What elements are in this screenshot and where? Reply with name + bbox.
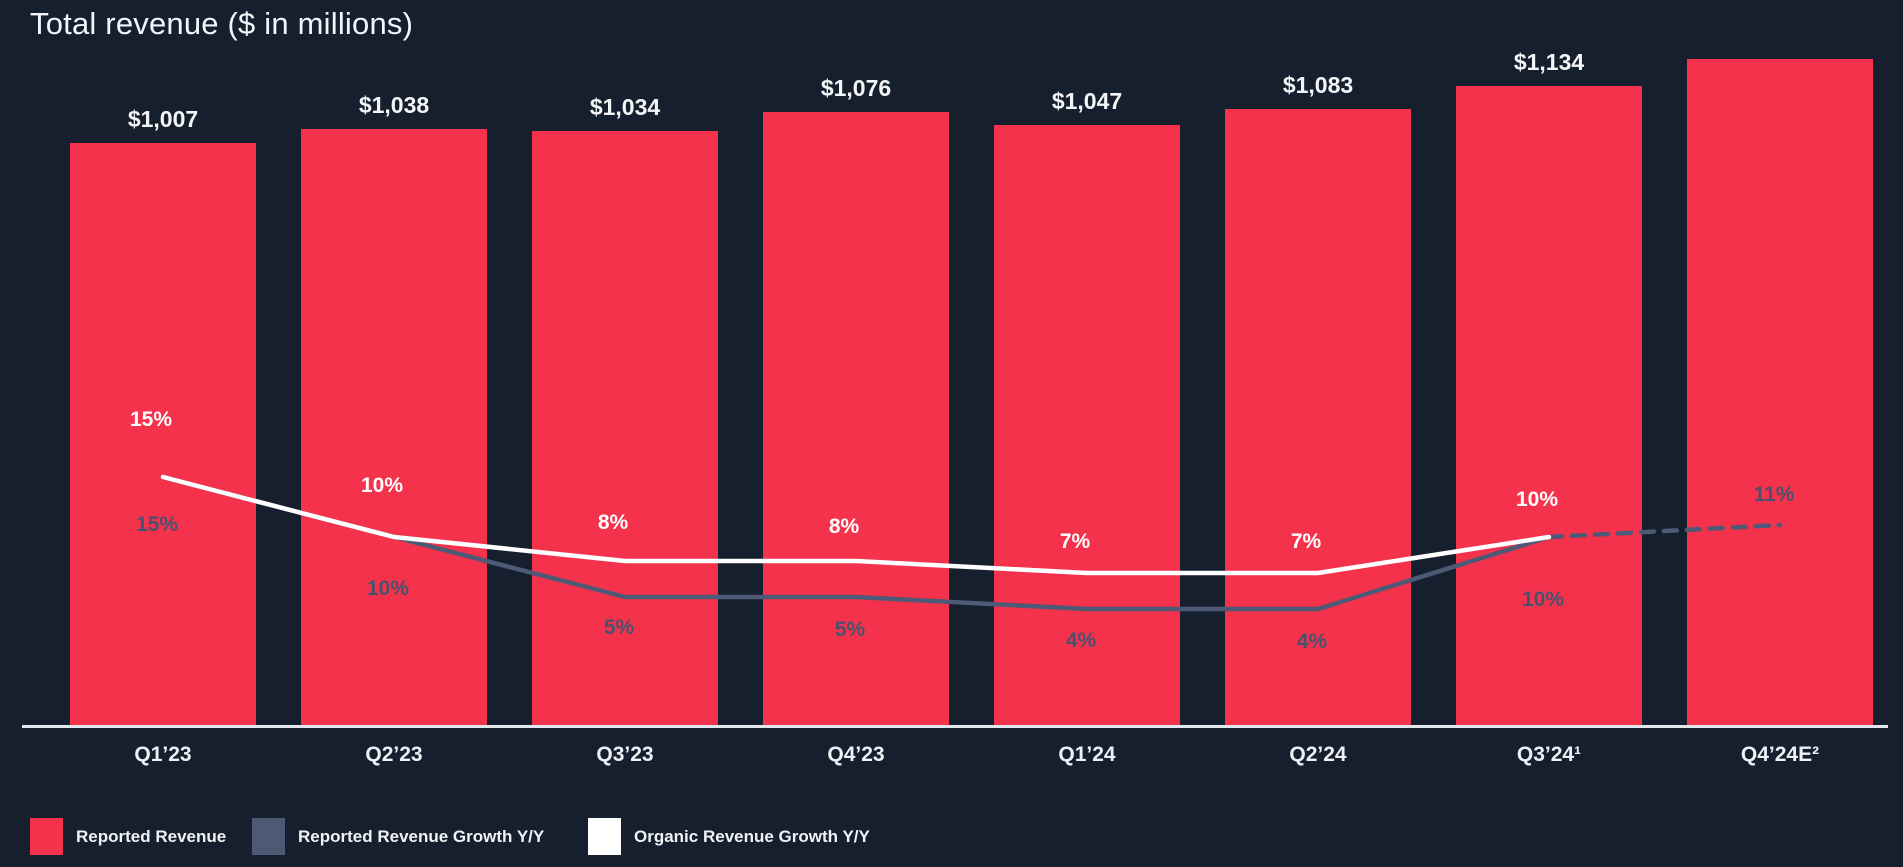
reported-growth-label: 11% (1753, 483, 1795, 506)
bar-value-label: $1,007 (127, 106, 199, 133)
bar-value-label: $1,034 (589, 93, 661, 120)
organic-growth-label: 10% (360, 474, 404, 497)
revenue-bar (301, 129, 487, 727)
legend-swatch-organic-growth (588, 818, 621, 855)
revenue-bar (70, 143, 256, 727)
organic-growth-label: 15% (129, 408, 173, 431)
revenue-bar (1456, 86, 1642, 727)
legend-item-reported-revenue: Reported Revenue (30, 818, 226, 855)
x-axis-label: Q2’24 (1289, 743, 1347, 766)
legend-item-organic-growth: Organic Revenue Growth Y/Y (588, 818, 870, 855)
organic-growth-label: 8% (597, 511, 629, 534)
reported-growth-label: 10% (1521, 588, 1565, 611)
revenue-bar (532, 130, 718, 727)
chart-title: Total revenue ($ in millions) (30, 6, 414, 41)
organic-growth-line (160, 474, 1552, 576)
x-axis-label: Q3’24¹ (1516, 743, 1582, 766)
reported-growth-projection-dashed-line (1546, 522, 1783, 540)
x-axis-line (22, 725, 1888, 728)
bar-value-label: $1,047 (1051, 88, 1123, 115)
revenue-bar (763, 112, 949, 727)
revenue-bar (1687, 58, 1873, 727)
x-axis-label: Q1’24 (1058, 743, 1116, 766)
x-axis-label: Q4’24E² (1740, 743, 1820, 766)
organic-growth-label: 10% (1515, 488, 1559, 511)
revenue-bar (1225, 108, 1411, 727)
bar-value-label: $1,038 (358, 92, 430, 119)
revenue-bar (994, 125, 1180, 727)
x-axis-label: Q2’23 (365, 743, 423, 766)
bar-value-label: $1,083 (1282, 71, 1354, 98)
x-axis-label: Q3’23 (596, 743, 654, 766)
reported-growth-label: 15% (135, 513, 179, 536)
legend-label-organic-growth: Organic Revenue Growth Y/Y (634, 826, 870, 846)
reported-growth-label: 5% (603, 616, 635, 639)
legend-label-reported-growth: Reported Revenue Growth Y/Y (298, 826, 545, 846)
bar-value-label: $1,134 (1513, 49, 1585, 76)
organic-growth-label: 7% (1059, 530, 1091, 553)
legend-label-reported-revenue: Reported Revenue (76, 826, 227, 846)
x-axis-label: Q4’23 (827, 743, 885, 766)
legend-swatch-reported-growth (252, 818, 285, 855)
bar-value-label: $1,076 (820, 75, 892, 102)
legend-item-reported-growth: Reported Revenue Growth Y/Y (252, 818, 544, 855)
reported-growth-label: 4% (1296, 630, 1328, 653)
organic-growth-label: 8% (828, 515, 860, 538)
reported-growth-label: 4% (1065, 629, 1097, 652)
organic-growth-label: 7% (1290, 530, 1322, 553)
legend-swatch-reported-revenue (30, 818, 63, 855)
reported-growth-label: 5% (834, 618, 866, 641)
reported-growth-label: 10% (366, 577, 410, 600)
x-axis-label: Q1’23 (134, 743, 192, 766)
